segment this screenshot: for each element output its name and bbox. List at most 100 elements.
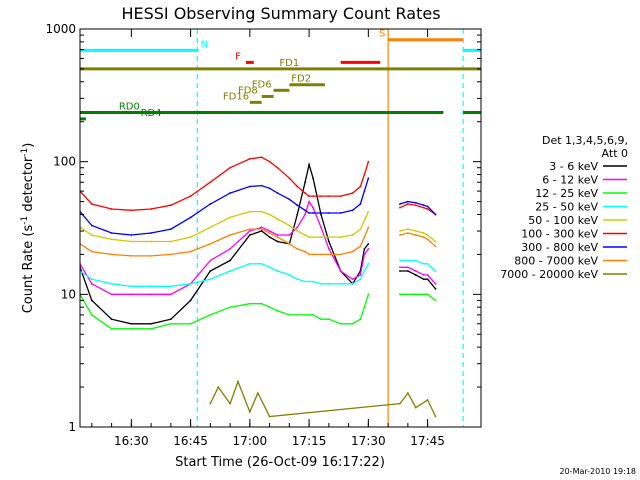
series-point-2-18 [320, 318, 322, 321]
series-point-2-4 [150, 327, 153, 330]
series-point-6-16 [308, 212, 310, 214]
series-point-0-12 [276, 240, 279, 243]
series-point-0-17 [312, 177, 314, 180]
series-point-1-2 [110, 293, 113, 296]
series-point-1-27 [399, 266, 401, 269]
series-point-3-19 [327, 282, 330, 285]
series-point-7-8 [229, 234, 232, 236]
series-point-8-9 [406, 392, 409, 395]
series-point-3-16 [308, 280, 310, 283]
series-point-1-28 [406, 266, 409, 269]
series-point-2-20 [339, 322, 342, 325]
series-point-4-29 [414, 230, 417, 232]
series-point-2-28 [406, 293, 409, 296]
series-point-7-29 [414, 234, 417, 236]
series-point-3-5 [169, 285, 172, 288]
series-point-4-23 [363, 219, 366, 222]
series-point-7-15 [304, 250, 307, 253]
series-point-5-11 [268, 160, 271, 163]
series-point-5-14 [296, 185, 299, 188]
legend-label-1: 6 - 12 keV [542, 174, 598, 187]
series-point-6-12 [276, 192, 279, 194]
plot-content [80, 29, 481, 427]
y-axis-label-sup2: -1 [20, 148, 30, 157]
series-point-6-30 [422, 204, 425, 207]
series-line-8 [209, 379, 437, 418]
series-point-3-24 [367, 262, 370, 265]
series-point-5-22 [359, 185, 362, 188]
series-point-0-16 [308, 163, 310, 166]
series-point-0-28 [406, 270, 409, 272]
series-point-0-31 [426, 278, 429, 281]
series-point-2-32 [434, 299, 437, 302]
series-point-7-2 [110, 253, 113, 256]
series-point-4-20 [339, 236, 342, 239]
series-point-2-3 [130, 327, 133, 330]
series-point-8-12 [434, 415, 437, 418]
series-point-2-9 [248, 302, 251, 305]
legend-label-0: 3 - 6 keV [549, 160, 598, 173]
series-point-5-8 [229, 166, 232, 169]
series-point-6-7 [209, 203, 212, 205]
series-point-1-9 [248, 230, 251, 232]
series-point-8-2 [217, 386, 220, 388]
series-point-7-16 [308, 253, 310, 256]
series-point-5-18 [320, 195, 322, 198]
series-point-2-15 [304, 313, 307, 316]
series-point-2-23 [363, 306, 366, 309]
series-point-3-13 [288, 274, 291, 276]
x-tick-label-0: 16:30 [114, 434, 149, 448]
series-point-1-22 [359, 274, 362, 276]
series-point-0-14 [296, 213, 299, 216]
series-point-0-30 [422, 278, 425, 281]
series-point-5-1 [90, 203, 93, 205]
legend-label-8: 7000 - 20000 keV [500, 268, 598, 281]
flag-label-0: N [201, 39, 208, 50]
series-point-4-6 [189, 236, 192, 239]
series-point-8-6 [256, 392, 259, 395]
series-point-3-15 [304, 280, 307, 283]
series-point-6-4 [150, 232, 153, 234]
series-point-8-7 [268, 415, 271, 418]
series-point-3-10 [260, 262, 263, 265]
legend-header-detectors: Det 1,3,4,5,6,9, [542, 134, 628, 147]
series-point-4-9 [248, 210, 251, 213]
series-point-6-20 [339, 212, 342, 214]
series-point-2-24 [367, 293, 370, 296]
series-point-6-24 [367, 177, 370, 180]
series-point-8-4 [237, 380, 239, 383]
series-point-7-23 [363, 236, 366, 239]
series-point-6-3 [130, 234, 133, 236]
series-point-4-32 [434, 240, 437, 243]
series-point-1-20 [339, 270, 342, 272]
series-point-6-23 [363, 190, 366, 192]
series-point-7-10 [260, 228, 263, 231]
series-point-7-13 [288, 242, 291, 245]
series-point-1-5 [169, 293, 172, 296]
series-point-5-2 [110, 208, 113, 210]
legend-header-attenuator: Att 0 [602, 147, 628, 160]
series-point-0-15 [304, 181, 307, 184]
series-point-4-7 [209, 226, 212, 229]
series-point-1-1 [90, 282, 93, 285]
series-point-1-23 [363, 253, 366, 256]
series-point-7-32 [434, 245, 437, 248]
series-point-6-18 [320, 212, 322, 214]
series-point-1-32 [434, 282, 437, 285]
series-point-4-12 [276, 218, 279, 220]
x-tick-label-5: 17:45 [410, 434, 445, 448]
series-point-0-23 [363, 248, 366, 250]
series-point-3-30 [422, 262, 425, 265]
series-point-1-18 [320, 226, 322, 229]
series-point-7-6 [189, 250, 192, 253]
series-point-5-20 [339, 195, 342, 198]
series-point-4-2 [110, 238, 113, 241]
flag-label-5: FD2 [291, 74, 311, 85]
series-line-1 [80, 200, 436, 295]
series-point-1-11 [268, 230, 271, 232]
series-point-7-3 [130, 254, 133, 257]
series-point-4-28 [406, 228, 409, 231]
plot-frame [79, 28, 482, 428]
series-point-1-7 [209, 259, 212, 262]
